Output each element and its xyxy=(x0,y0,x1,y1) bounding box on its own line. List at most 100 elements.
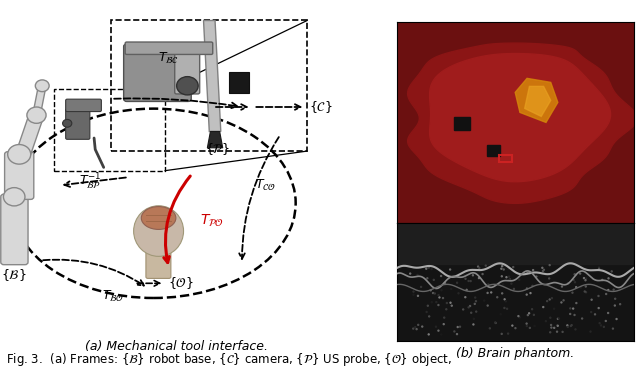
Point xyxy=(405,270,415,276)
Point xyxy=(581,289,591,295)
Point xyxy=(474,265,484,271)
Point xyxy=(580,266,590,272)
Point xyxy=(610,296,620,302)
Point xyxy=(593,305,604,311)
Point xyxy=(601,291,611,297)
Point xyxy=(528,267,538,273)
Point xyxy=(595,320,605,326)
Point xyxy=(504,266,514,272)
Polygon shape xyxy=(207,131,223,148)
Text: (b) Brain phantom.: (b) Brain phantom. xyxy=(456,347,574,360)
Point xyxy=(473,263,483,269)
Point xyxy=(576,285,586,290)
Point xyxy=(431,324,441,330)
Point xyxy=(481,263,491,269)
Polygon shape xyxy=(15,115,44,154)
Point xyxy=(525,325,535,331)
Point xyxy=(468,322,479,328)
Point xyxy=(501,274,511,280)
Point xyxy=(431,299,442,305)
Point xyxy=(421,266,431,272)
Point xyxy=(539,267,549,273)
FancyBboxPatch shape xyxy=(124,44,191,101)
Point xyxy=(436,287,447,293)
Point xyxy=(442,300,452,306)
Polygon shape xyxy=(515,78,558,122)
Polygon shape xyxy=(525,86,550,116)
FancyBboxPatch shape xyxy=(229,72,249,93)
Point xyxy=(499,266,509,272)
Point xyxy=(497,331,507,337)
Point xyxy=(408,289,419,295)
Point xyxy=(567,290,577,296)
Point xyxy=(538,304,548,310)
Point xyxy=(557,283,567,289)
Point xyxy=(471,309,481,315)
Text: $T_{\mathcal{BP}}^{-1}$: $T_{\mathcal{BP}}^{-1}$ xyxy=(79,172,102,192)
Point xyxy=(408,326,419,332)
Point xyxy=(500,298,511,304)
Point xyxy=(460,272,470,278)
Point xyxy=(477,271,488,277)
Point xyxy=(486,289,497,295)
Point xyxy=(474,275,484,281)
Point xyxy=(553,316,563,322)
Point xyxy=(413,293,423,299)
Point xyxy=(554,316,564,322)
Point xyxy=(522,323,532,329)
Point xyxy=(577,316,588,322)
Point xyxy=(465,278,476,284)
Point xyxy=(586,329,596,335)
Point xyxy=(570,312,580,318)
Point xyxy=(483,290,493,296)
Point xyxy=(408,292,419,298)
Point xyxy=(505,276,515,282)
Point xyxy=(580,283,591,289)
Text: $\{\mathcal{B}\}$: $\{\mathcal{B}\}$ xyxy=(1,267,26,283)
Bar xyxy=(454,117,470,131)
Point xyxy=(545,296,555,302)
Point xyxy=(412,326,422,332)
Point xyxy=(523,312,533,318)
Point xyxy=(463,278,474,284)
Point xyxy=(566,322,577,328)
Point xyxy=(433,328,444,334)
Point xyxy=(438,295,448,301)
Point xyxy=(545,315,556,321)
Point xyxy=(458,306,468,312)
Point xyxy=(470,301,480,307)
Point xyxy=(508,264,518,270)
Point xyxy=(524,310,534,316)
Point xyxy=(586,309,596,315)
Point xyxy=(607,269,617,275)
Point xyxy=(433,302,444,308)
Point xyxy=(492,294,502,300)
Point xyxy=(604,275,614,281)
Point xyxy=(580,277,591,283)
Point xyxy=(531,274,541,280)
Point xyxy=(452,280,462,286)
Point xyxy=(594,266,604,272)
Point xyxy=(542,298,552,304)
Point xyxy=(413,322,423,328)
Point xyxy=(506,281,516,287)
Point xyxy=(426,287,436,293)
Circle shape xyxy=(27,107,46,123)
FancyBboxPatch shape xyxy=(66,109,90,139)
Point xyxy=(527,306,537,312)
Point xyxy=(568,277,579,283)
Point xyxy=(609,287,619,293)
Point xyxy=(424,265,434,270)
Point xyxy=(529,323,540,329)
Polygon shape xyxy=(429,53,611,182)
Point xyxy=(449,328,460,334)
FancyBboxPatch shape xyxy=(175,52,200,94)
Point xyxy=(597,277,607,283)
Bar xyxy=(54,89,165,171)
Point xyxy=(547,295,557,301)
FancyBboxPatch shape xyxy=(4,152,34,199)
Point xyxy=(537,265,547,271)
Point xyxy=(445,300,456,306)
Point xyxy=(440,280,450,286)
Point xyxy=(497,290,508,296)
